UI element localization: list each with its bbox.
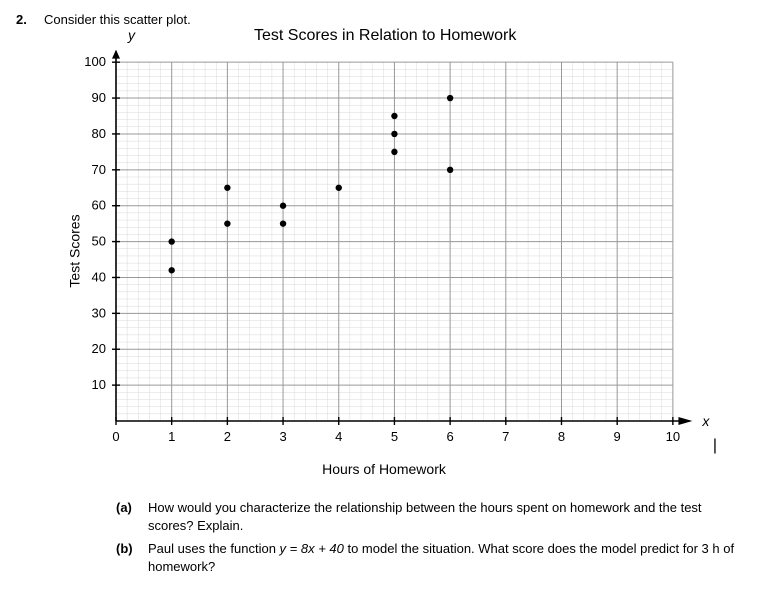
svg-text:50: 50 (92, 234, 106, 249)
question-a-label: (a) (116, 499, 140, 534)
svg-text:9: 9 (614, 429, 621, 444)
svg-text:3: 3 (279, 429, 286, 444)
question-b-label: (b) (116, 540, 140, 575)
scatter-plot: y Test Scores in Relation to Homework Te… (44, 31, 724, 471)
svg-text:6: 6 (447, 429, 454, 444)
problem-number: 2. (16, 12, 34, 581)
svg-text:7: 7 (502, 429, 509, 444)
chart-title: Test Scores in Relation to Homework (254, 27, 516, 45)
y-variable-label: y (128, 27, 135, 43)
svg-text:1: 1 (168, 429, 175, 444)
question-b-text: Paul uses the function y = 8x + 40 to mo… (148, 540, 747, 575)
svg-text:60: 60 (92, 198, 106, 213)
svg-text:4: 4 (335, 429, 342, 444)
svg-text:90: 90 (92, 90, 106, 105)
svg-text:70: 70 (92, 162, 106, 177)
svg-text:30: 30 (92, 305, 106, 320)
svg-text:10: 10 (92, 377, 106, 392)
svg-text:100: 100 (84, 54, 106, 69)
svg-text:5: 5 (391, 429, 398, 444)
svg-text:8: 8 (558, 429, 565, 444)
svg-text:80: 80 (92, 126, 106, 141)
svg-text:10: 10 (666, 429, 680, 444)
problem-prompt: Consider this scatter plot. (44, 12, 747, 27)
y-axis-label: Test Scores (67, 214, 83, 287)
question-a-text: How would you characterize the relations… (148, 499, 747, 534)
svg-text:2: 2 (224, 429, 231, 444)
x-axis-label: Hours of Homework (322, 461, 446, 477)
svg-text:x: x (701, 413, 710, 429)
svg-text:0: 0 (112, 429, 119, 444)
svg-text:20: 20 (92, 341, 106, 356)
svg-text:40: 40 (92, 269, 106, 284)
text-cursor: | (713, 437, 717, 455)
chart-svg: 0 1 2 3 4 5 6 7 8 9 10 10 20 30 40 50 60 70 80 90 100 x (44, 31, 724, 471)
